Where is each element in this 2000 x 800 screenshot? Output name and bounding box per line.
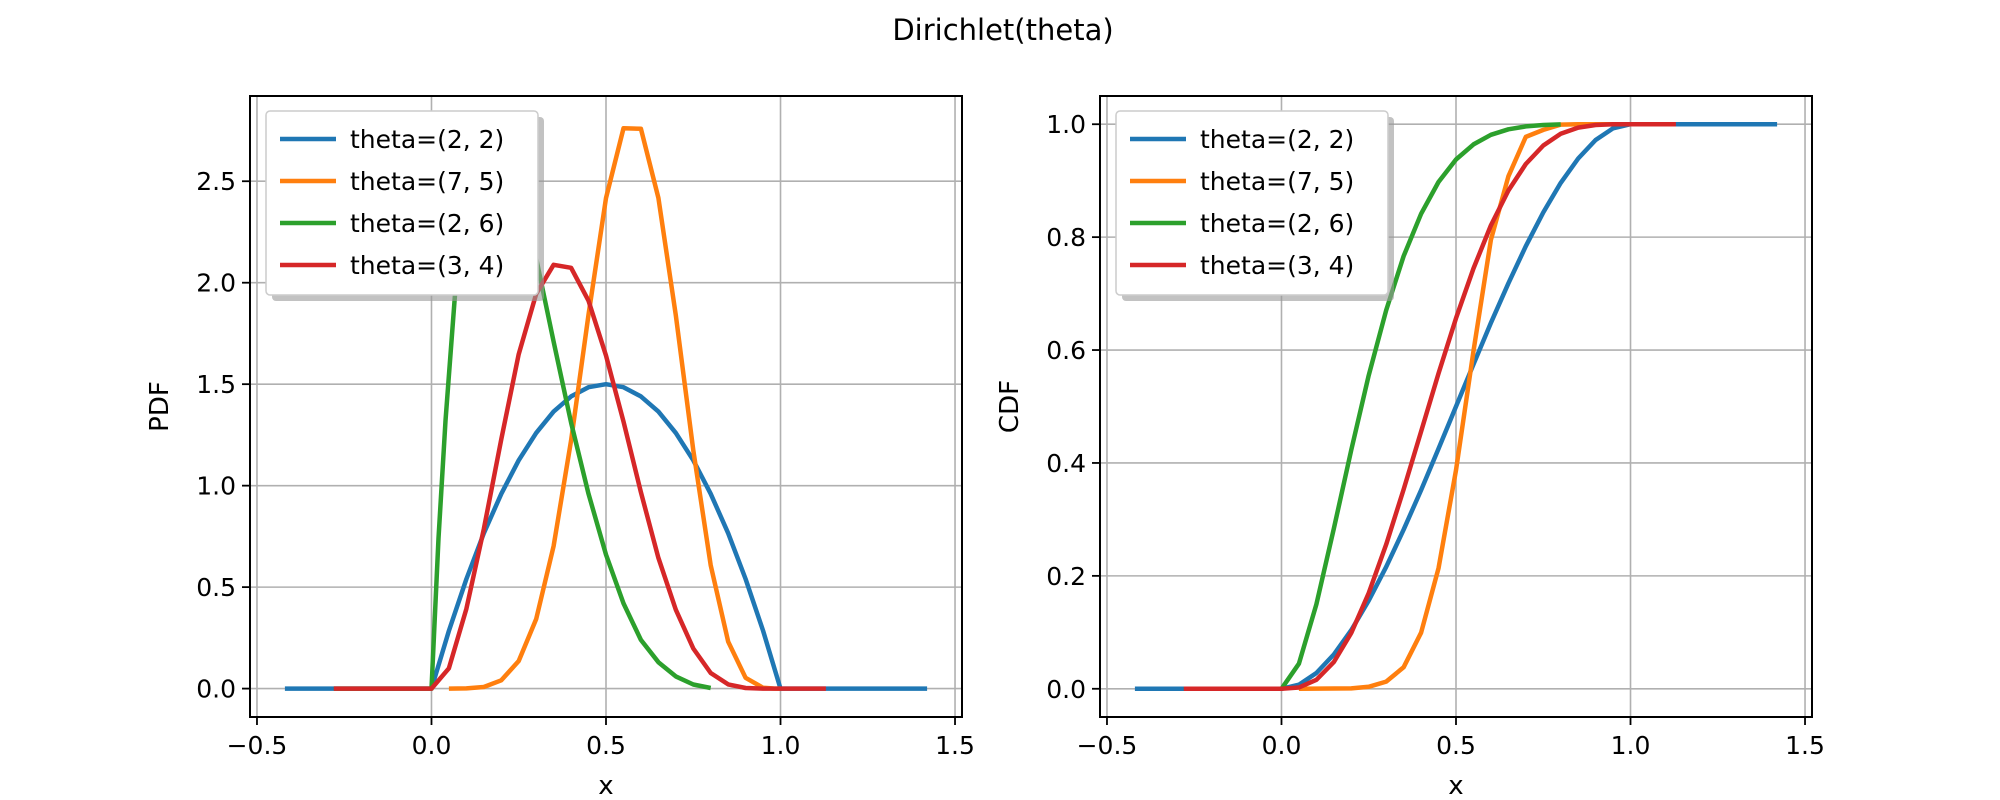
figure-suptitle: Dirichlet(theta) xyxy=(892,13,1113,47)
panel-cdf-ytick-label-5: 1.0 xyxy=(1046,110,1086,139)
panel-cdf-series-line-2 xyxy=(1183,122,1561,692)
panel-cdf-legend-label-1: theta=(7, 5) xyxy=(1200,167,1354,196)
panel-pdf-ytick-label-3: 1.5 xyxy=(196,370,236,399)
panel-pdf-series-line-3 xyxy=(533,257,712,691)
panel-pdf-series-line-0 xyxy=(284,381,928,691)
panel-cdf-xtick-label-4: 1.5 xyxy=(1785,731,1825,760)
panel-pdf-xlabel: x xyxy=(598,771,613,800)
panel-pdf-xtick-label-2: 0.5 xyxy=(586,731,626,760)
panel-cdf-ytick-label-1: 0.2 xyxy=(1046,562,1086,591)
panel-cdf-series-line-1 xyxy=(1298,121,1631,692)
panel-cdf-xtick-label-0: −0.5 xyxy=(1077,731,1138,760)
panel-pdf-ylabel: PDF xyxy=(145,381,175,432)
panel-cdf: −0.5 0.0 0.5 1.0 1.5 0.0 0.2 0.4 0.6 0.8 1.0 x CDF th… xyxy=(995,95,1825,800)
panel-cdf-legend-label-2: theta=(2, 6) xyxy=(1200,209,1354,238)
panel-cdf-ytick-label-0: 0.0 xyxy=(1046,675,1086,704)
panel-pdf-ytick-label-1: 0.5 xyxy=(196,573,236,602)
panel-cdf-xtick-label-2: 0.5 xyxy=(1436,731,1476,760)
panel-cdf-legend-label-3: theta=(3, 4) xyxy=(1200,251,1354,280)
panel-pdf-ytick-label-5: 2.5 xyxy=(196,167,236,196)
panel-pdf-xtick-label-0: −0.5 xyxy=(227,731,288,760)
panel-pdf-legend: theta=(2, 2) theta=(7, 5) theta=(2, 6) thet… xyxy=(265,110,544,301)
panel-cdf-series-group xyxy=(1134,121,1778,692)
panel-pdf-legend-label-3: theta=(3, 4) xyxy=(350,251,504,280)
panel-pdf-ytick-label-2: 1.0 xyxy=(196,472,236,501)
panel-pdf-legend-label-0: theta=(2, 2) xyxy=(350,125,504,154)
panel-pdf-xtick-label-3: 1.0 xyxy=(761,731,801,760)
panel-pdf-ytick-label-0: 0.0 xyxy=(196,675,236,704)
panel-cdf-xtick-label-3: 1.0 xyxy=(1611,731,1651,760)
panel-cdf-xlabel: x xyxy=(1448,771,1463,800)
panel-pdf-series-line-1 xyxy=(448,126,781,691)
panel-pdf: −0.5 0.0 0.5 1.0 1.5 0.0 0.5 1.0 1.5 2.0 2.5 x PDF th… xyxy=(145,95,975,800)
panel-cdf-legend: theta=(2, 2) theta=(7, 5) theta=(2, 6) thet… xyxy=(1115,110,1394,301)
panel-cdf-series-line-3 xyxy=(1183,121,1676,692)
panel-cdf-ytick-label-4: 0.8 xyxy=(1046,223,1086,252)
panel-cdf-series-line-0 xyxy=(1134,121,1778,692)
panel-cdf-ylabel: CDF xyxy=(995,380,1025,433)
panel-cdf-ytick-label-2: 0.4 xyxy=(1046,449,1086,478)
panel-pdf-legend-label-1: theta=(7, 5) xyxy=(350,167,504,196)
panel-cdf-ytick-label-3: 0.6 xyxy=(1046,336,1086,365)
panel-pdf-xtick-label-4: 1.5 xyxy=(935,731,975,760)
panel-cdf-xtick-label-1: 0.0 xyxy=(1262,731,1302,760)
panel-cdf-legend-box xyxy=(1115,110,1389,296)
panel-pdf-ytick-label-4: 2.0 xyxy=(196,269,236,298)
panel-cdf-legend-label-0: theta=(2, 2) xyxy=(1200,125,1354,154)
panel-pdf-legend-box xyxy=(265,110,539,296)
panel-pdf-legend-label-2: theta=(2, 6) xyxy=(350,209,504,238)
panel-pdf-series-group xyxy=(284,126,928,691)
panel-pdf-xtick-label-1: 0.0 xyxy=(412,731,452,760)
panel-pdf-series-line-4 xyxy=(333,262,826,691)
